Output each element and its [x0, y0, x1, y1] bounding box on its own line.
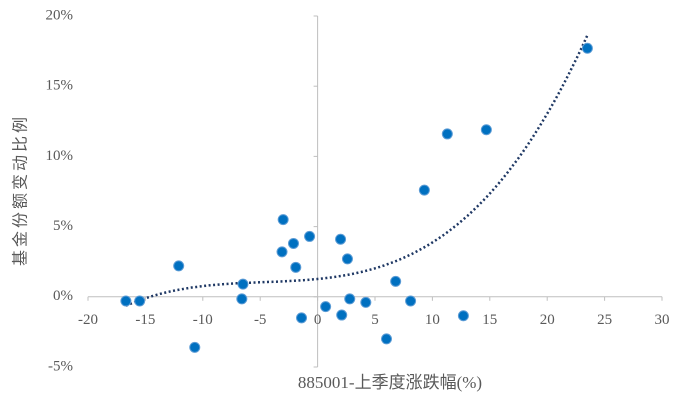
- y-tick-label: -5%: [48, 358, 73, 374]
- x-axis-title: 885001-上季度涨跌幅(%): [298, 373, 482, 392]
- scatter-point: [341, 253, 353, 265]
- x-tick-label: 20: [540, 312, 555, 328]
- x-tick-label: 10: [425, 312, 440, 328]
- scatter-point: [134, 295, 146, 307]
- scatter-point: [360, 296, 372, 308]
- scatter-point: [296, 312, 308, 324]
- x-tick-label: 30: [655, 312, 670, 328]
- scatter-point: [441, 128, 453, 140]
- y-tick-label: 20%: [46, 7, 74, 23]
- scatter-point: [380, 333, 392, 345]
- scatter-point: [173, 260, 185, 272]
- x-tick-label: 15: [482, 312, 497, 328]
- scatter-point: [390, 275, 402, 287]
- y-axis-title: 基金份额变动比例: [12, 114, 30, 266]
- scatter-point: [237, 278, 249, 290]
- y-tick-label: 0%: [53, 288, 73, 304]
- x-tick-label: 0: [314, 312, 322, 328]
- x-tick-label: 5: [371, 312, 379, 328]
- x-tick-label: -5: [254, 312, 267, 328]
- scatter-point: [405, 295, 417, 307]
- scatter-point: [418, 184, 430, 196]
- trendline: [125, 34, 589, 307]
- x-tick-label: -20: [78, 312, 98, 328]
- scatter-point: [336, 309, 348, 321]
- scatter-point: [276, 246, 288, 258]
- scatter-point: [480, 124, 492, 136]
- scatter-point: [581, 42, 593, 54]
- y-tick-label: 15%: [46, 78, 74, 94]
- scatter-point: [457, 310, 469, 322]
- scatter-point: [287, 237, 299, 249]
- scatter-point: [320, 301, 332, 313]
- x-tick-label: -15: [135, 312, 155, 328]
- scatter-point: [189, 341, 201, 353]
- x-tick-label: 25: [597, 312, 612, 328]
- scatter-point: [304, 230, 316, 242]
- scatter-point: [120, 295, 132, 307]
- scatter-point: [335, 233, 347, 245]
- scatter-point: [236, 293, 248, 305]
- scatter-point: [277, 214, 289, 226]
- y-tick-label: 5%: [53, 218, 73, 234]
- x-tick-label: -10: [193, 312, 213, 328]
- scatter-point: [290, 261, 302, 273]
- y-tick-label: 10%: [46, 148, 74, 164]
- scatter-point: [344, 293, 356, 305]
